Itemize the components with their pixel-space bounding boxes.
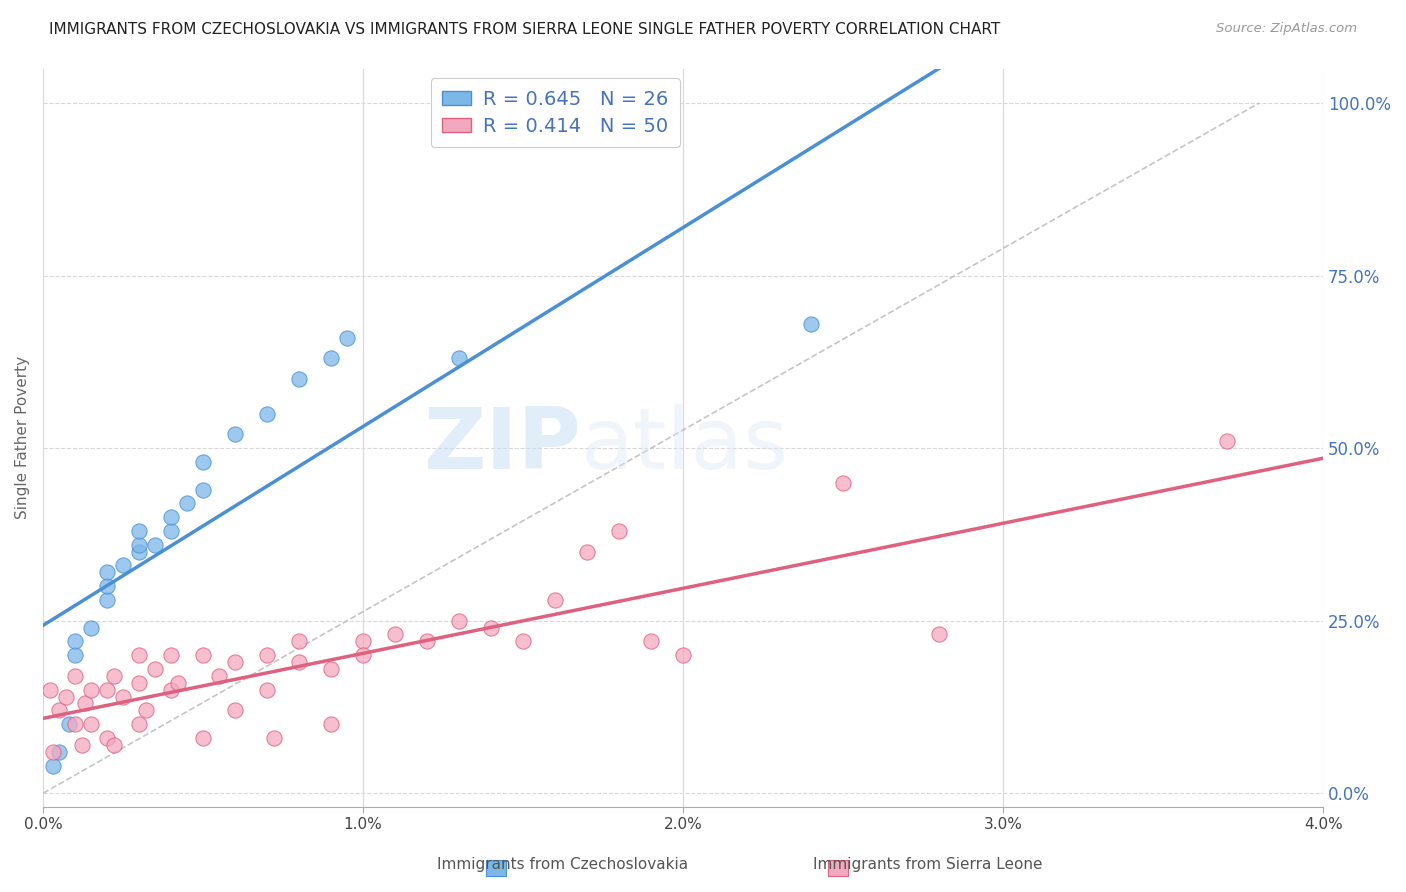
Point bbox=[166, 675, 188, 690]
Point bbox=[479, 621, 502, 635]
Text: Source: ZipAtlas.com: Source: ZipAtlas.com bbox=[1216, 22, 1357, 36]
Point bbox=[321, 717, 343, 731]
Point bbox=[208, 669, 231, 683]
Point bbox=[193, 731, 215, 745]
Point bbox=[96, 731, 118, 745]
Point bbox=[128, 717, 150, 731]
Point bbox=[80, 717, 103, 731]
Point bbox=[512, 634, 534, 648]
Point bbox=[143, 538, 166, 552]
Point bbox=[256, 407, 278, 421]
Point bbox=[160, 524, 183, 538]
Point bbox=[48, 703, 70, 717]
Point bbox=[352, 648, 374, 662]
Point bbox=[1216, 434, 1239, 449]
Point bbox=[193, 455, 215, 469]
Point bbox=[321, 351, 343, 366]
Point bbox=[160, 648, 183, 662]
Point bbox=[48, 745, 70, 759]
Point bbox=[160, 682, 183, 697]
Point bbox=[832, 475, 855, 490]
Point bbox=[96, 579, 118, 593]
Point bbox=[384, 627, 406, 641]
Point bbox=[38, 682, 60, 697]
Text: IMMIGRANTS FROM CZECHOSLOVAKIA VS IMMIGRANTS FROM SIERRA LEONE SINGLE FATHER POV: IMMIGRANTS FROM CZECHOSLOVAKIA VS IMMIGR… bbox=[49, 22, 1001, 37]
Point bbox=[112, 690, 135, 704]
Point bbox=[128, 648, 150, 662]
Point bbox=[607, 524, 630, 538]
Point bbox=[42, 745, 65, 759]
Point bbox=[55, 690, 77, 704]
Point bbox=[256, 682, 278, 697]
Point bbox=[176, 496, 198, 510]
Point bbox=[70, 738, 93, 752]
Text: ZIP: ZIP bbox=[423, 404, 581, 487]
Point bbox=[135, 703, 157, 717]
FancyBboxPatch shape bbox=[828, 860, 848, 876]
Point bbox=[42, 758, 65, 772]
Point bbox=[128, 538, 150, 552]
Point bbox=[336, 331, 359, 345]
Point bbox=[416, 634, 439, 648]
Point bbox=[576, 544, 599, 558]
Text: Immigrants from Sierra Leone: Immigrants from Sierra Leone bbox=[813, 857, 1043, 872]
Y-axis label: Single Father Poverty: Single Father Poverty bbox=[15, 356, 30, 519]
Point bbox=[63, 717, 86, 731]
Point bbox=[128, 524, 150, 538]
Point bbox=[193, 483, 215, 497]
Point bbox=[224, 427, 246, 442]
Point bbox=[288, 655, 311, 669]
Point bbox=[288, 634, 311, 648]
Point bbox=[58, 717, 80, 731]
Point bbox=[224, 703, 246, 717]
Text: Immigrants from Czechoslovakia: Immigrants from Czechoslovakia bbox=[437, 857, 688, 872]
Point bbox=[96, 566, 118, 580]
Point bbox=[263, 731, 285, 745]
Point bbox=[160, 510, 183, 524]
Point bbox=[80, 682, 103, 697]
Text: atlas: atlas bbox=[581, 404, 789, 487]
Point bbox=[800, 317, 823, 331]
Point bbox=[352, 634, 374, 648]
Point bbox=[544, 593, 567, 607]
Point bbox=[80, 621, 103, 635]
Point bbox=[928, 627, 950, 641]
Point bbox=[672, 648, 695, 662]
Point bbox=[103, 738, 125, 752]
Point bbox=[321, 662, 343, 676]
Point bbox=[112, 558, 135, 573]
Point bbox=[128, 544, 150, 558]
Legend: R = 0.645   N = 26, R = 0.414   N = 50: R = 0.645 N = 26, R = 0.414 N = 50 bbox=[430, 78, 681, 147]
Point bbox=[96, 682, 118, 697]
Point bbox=[73, 697, 96, 711]
Point bbox=[96, 593, 118, 607]
Point bbox=[63, 648, 86, 662]
Point bbox=[128, 675, 150, 690]
Point bbox=[288, 372, 311, 386]
Point bbox=[63, 669, 86, 683]
Point bbox=[640, 634, 662, 648]
Point bbox=[193, 648, 215, 662]
Point bbox=[449, 614, 471, 628]
Point bbox=[143, 662, 166, 676]
Point bbox=[224, 655, 246, 669]
Point bbox=[103, 669, 125, 683]
Point bbox=[256, 648, 278, 662]
Point bbox=[63, 634, 86, 648]
Point bbox=[449, 351, 471, 366]
FancyBboxPatch shape bbox=[486, 860, 506, 876]
